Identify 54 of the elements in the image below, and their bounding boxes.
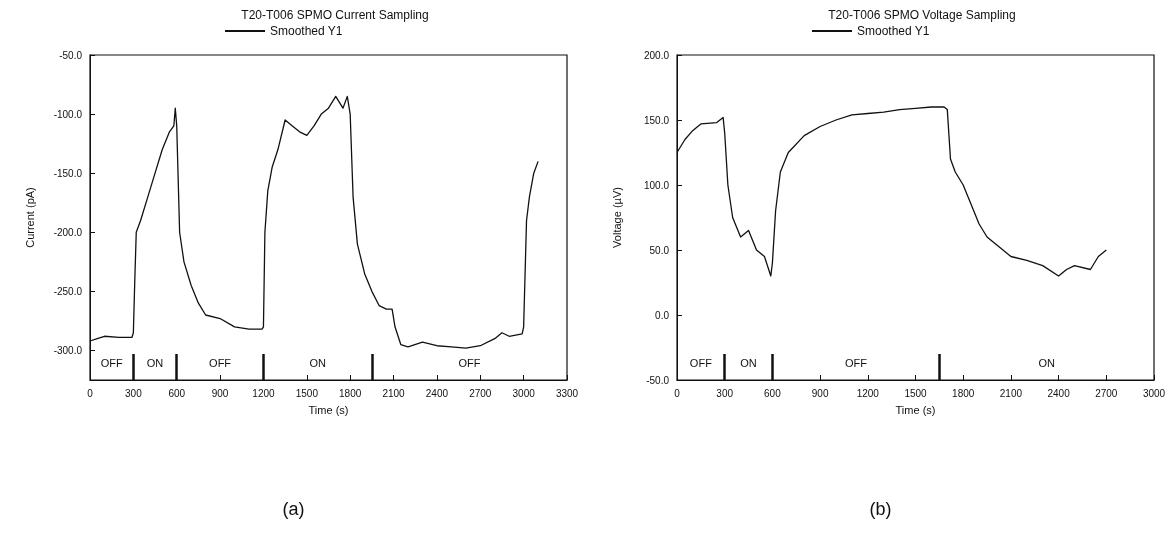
legend-label: Smoothed Y1 (857, 24, 930, 38)
text: (a) (282, 499, 305, 519)
text: (b) (869, 499, 892, 519)
x-tick-label: 600 (764, 387, 782, 399)
x-axis-title: Time (s) (308, 403, 349, 416)
y-tick-label: -150.0 (53, 167, 83, 179)
annotation: ON (1038, 356, 1055, 369)
x-tick-label: 1800 (339, 387, 362, 399)
x-tick-label: 3000 (1142, 387, 1166, 399)
x-tick-label: 2400 (1047, 387, 1071, 399)
x-tick-label: 1200 (856, 387, 880, 399)
annotation: ON (740, 356, 757, 369)
x-tick-label: 1500 (295, 387, 319, 399)
chart-title: T20-T006 SPMO Current Sampling (241, 8, 429, 22)
annotation: OFF (100, 356, 123, 369)
x-tick-label: 1800 (952, 387, 975, 399)
x-tick-label: 3000 (512, 387, 536, 399)
y-tick-label: 50.0 (649, 244, 670, 256)
x-tick-label: 2700 (469, 387, 492, 399)
legend-label: Smoothed Y1 (270, 24, 343, 38)
x-tick-label: 3300 (555, 387, 579, 399)
x-tick-label: 900 (211, 387, 229, 399)
y-tick-label: -250.0 (53, 285, 83, 297)
annotation: OFF (458, 356, 481, 369)
y-tick-label: 0.0 (655, 309, 670, 321)
x-tick-label: 600 (168, 387, 186, 399)
y-tick-label: 100.0 (643, 179, 670, 191)
y-tick-label: 200.0 (643, 49, 670, 61)
x-tick-label: 300 (125, 387, 143, 399)
x-tick-label: 1200 (252, 387, 276, 399)
annotation: OFF (844, 356, 868, 369)
annotation: ON (146, 356, 164, 369)
x-tick-label: 2700 (1095, 387, 1118, 399)
y-tick-label: -200.0 (53, 226, 83, 238)
chart-title: T20-T006 SPMO Voltage Sampling (828, 8, 1016, 22)
y-tick-label: -100.0 (53, 108, 83, 120)
y-tick-label: -300.0 (53, 344, 83, 356)
x-tick-label: 0 (87, 387, 94, 399)
x-tick-label: 0 (674, 387, 681, 399)
x-tick-label: 1500 (904, 387, 928, 399)
x-tick-label: 2100 (382, 387, 406, 399)
x-tick-label: 2100 (999, 387, 1023, 399)
x-tick-label: 900 (811, 387, 829, 399)
y-axis-title: Current (pA) (23, 187, 36, 248)
x-axis-title: Time (s) (895, 403, 936, 416)
y-tick-label: 150.0 (643, 114, 670, 126)
annotation: OFF (209, 356, 232, 369)
y-axis-title: Voltage (µV) (610, 187, 623, 248)
annotation: ON (309, 356, 326, 369)
annotation: OFF (689, 356, 713, 369)
y-tick-label: -50.0 (646, 374, 670, 386)
y-tick-label: -50.0 (59, 49, 83, 61)
x-tick-label: 2400 (425, 387, 449, 399)
x-tick-label: 300 (716, 387, 734, 399)
